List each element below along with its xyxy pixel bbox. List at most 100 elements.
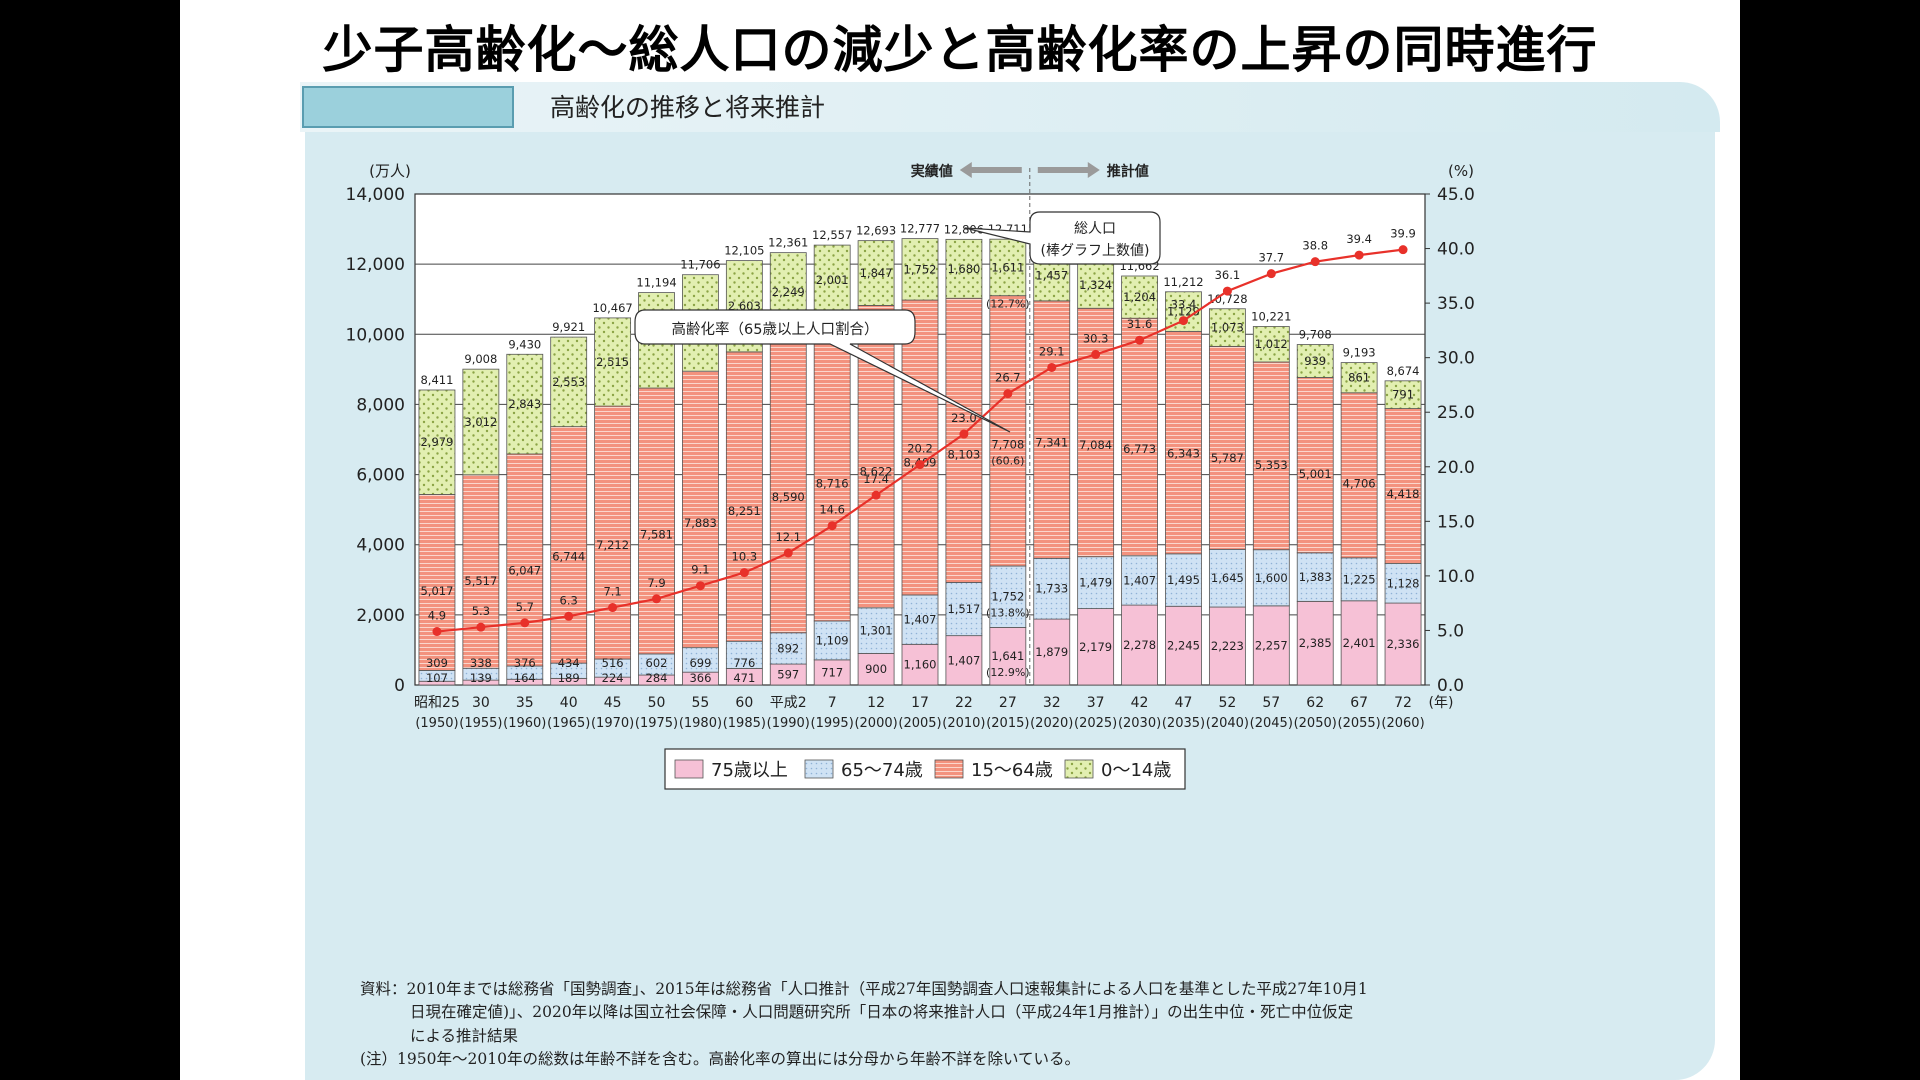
legend-swatch bbox=[1064, 759, 1094, 779]
total-label: 10,467 bbox=[592, 301, 632, 315]
x-tick-label: 67 bbox=[1350, 695, 1368, 711]
aging-rate-point bbox=[871, 490, 881, 500]
bar-segment bbox=[901, 299, 939, 596]
note-line-1: 資料：2010年までは総務省「国勢調査」、2015年は総務省「人口推計（平成27… bbox=[360, 980, 1368, 998]
bar-segment bbox=[857, 240, 895, 306]
bar-segment bbox=[594, 405, 632, 660]
bar-segment bbox=[1208, 606, 1246, 686]
legend-swatch bbox=[934, 759, 964, 779]
x-tick-label: 37 bbox=[1087, 695, 1105, 711]
y-right-unit: (%) bbox=[1448, 162, 1474, 180]
value-label-0-14: 1,012 bbox=[1255, 337, 1288, 351]
value-label-75: 139 bbox=[470, 671, 492, 685]
value-label-15-64: 6,047 bbox=[508, 564, 541, 578]
bar-segment bbox=[594, 317, 632, 407]
bar-segment bbox=[1384, 380, 1422, 409]
x-year-label: (1975) bbox=[635, 716, 678, 731]
value-label-0-14: 2,979 bbox=[420, 435, 453, 449]
x-year-label: (2055) bbox=[1338, 716, 1381, 731]
y-left-tick-label: 12,000 bbox=[346, 255, 405, 275]
bar-segment bbox=[1077, 307, 1115, 558]
value-label-15-64: 4,418 bbox=[1387, 487, 1420, 501]
aging-rate-label: 5.3 bbox=[472, 604, 490, 618]
bar-segment bbox=[638, 387, 675, 655]
value-label-0-14: 1,204 bbox=[1123, 290, 1156, 304]
value-label-15-64: 6,343 bbox=[1167, 447, 1200, 461]
y-right-tick-label: 35.0 bbox=[1437, 294, 1475, 314]
bar-segment bbox=[945, 635, 983, 686]
total-label: 12,557 bbox=[812, 228, 852, 242]
aging-rate-point bbox=[739, 568, 749, 578]
x-tick-label: 72 bbox=[1394, 695, 1412, 711]
bar-segment bbox=[1252, 326, 1290, 363]
value-label-65-74: 1,517 bbox=[947, 602, 980, 616]
aging-rate-point bbox=[1310, 257, 1320, 267]
value-label-65-74: 1,407 bbox=[1123, 573, 1156, 587]
x-year-label: (2000) bbox=[854, 716, 897, 731]
actual-arrow bbox=[959, 162, 1022, 178]
x-tick-label: 55 bbox=[692, 695, 710, 711]
aging-rate-label: 4.9 bbox=[428, 609, 446, 623]
y-left-tick-label: 2,000 bbox=[356, 606, 405, 626]
x-tick-label: 30 bbox=[472, 695, 490, 711]
y-left-unit: (万人) bbox=[369, 162, 411, 180]
value-label-65-74: 516 bbox=[602, 656, 624, 670]
bar-segment bbox=[1033, 618, 1071, 686]
bar-segment bbox=[682, 370, 719, 649]
pct-label-75: (12.9%) bbox=[986, 666, 1030, 679]
pct-label-15-64: (60.6) bbox=[991, 454, 1024, 467]
aging-rate-point bbox=[1003, 389, 1013, 399]
value-label-15-64: 7,341 bbox=[1035, 435, 1068, 449]
bar-segment bbox=[1252, 361, 1290, 551]
aging-rate-point bbox=[783, 548, 793, 558]
value-label-75: 2,223 bbox=[1211, 639, 1244, 653]
value-label-75: 471 bbox=[733, 671, 755, 685]
bar-segment bbox=[945, 297, 983, 583]
aging-rate-point bbox=[432, 627, 442, 637]
bar-segment bbox=[1296, 377, 1334, 554]
bar-segment bbox=[945, 238, 983, 299]
x-year-label: (2020) bbox=[1030, 716, 1073, 731]
y-left-tick-label: 4,000 bbox=[356, 536, 405, 556]
value-label-0-14: 939 bbox=[1304, 354, 1326, 368]
legend-label: 0～14歳 bbox=[1101, 760, 1171, 781]
bar-segment bbox=[506, 353, 544, 455]
x-year-label: (1980) bbox=[679, 716, 722, 731]
x-tick-label: 27 bbox=[999, 695, 1017, 711]
bar-segment bbox=[1208, 345, 1246, 550]
value-label-0-14: 2,843 bbox=[508, 397, 541, 411]
bar-segment bbox=[462, 474, 500, 669]
chart-svg: 0 2,000 4,000 6,000 8,000 10,000 12,000 14,000 0… bbox=[346, 162, 1475, 790]
aging-rate-point bbox=[652, 594, 662, 604]
x-year-label: (1985) bbox=[723, 716, 766, 731]
y-left-tick-label: 10,000 bbox=[346, 325, 405, 345]
x-year-label: (1955) bbox=[459, 716, 502, 731]
bar-segment bbox=[989, 238, 1027, 297]
aging-rate-label: 12.1 bbox=[775, 530, 801, 544]
bar-segment bbox=[1296, 600, 1334, 686]
aging-rate-label: 33.4 bbox=[1171, 298, 1197, 312]
x-tick-label: 45 bbox=[604, 695, 622, 711]
value-label-65-74: 699 bbox=[689, 656, 711, 670]
y-right-tick-label: 25.0 bbox=[1437, 403, 1475, 423]
x-year-label: (2010) bbox=[942, 716, 985, 731]
value-label-65-74: 1,600 bbox=[1255, 571, 1288, 585]
x-tick-label: 40 bbox=[560, 695, 578, 711]
aging-rate-callout bbox=[634, 309, 1011, 433]
value-label-15-64: 5,017 bbox=[420, 584, 453, 598]
main-title: 少子高齢化～総人口の減少と高齢化率の上昇の同時進行 bbox=[322, 21, 1598, 79]
value-label-15-64: 8,716 bbox=[816, 476, 849, 490]
x-year-label: (1970) bbox=[591, 716, 634, 731]
aging-rate-point bbox=[476, 622, 486, 632]
value-label-75: 107 bbox=[426, 671, 448, 685]
x-tick-label: 62 bbox=[1306, 695, 1324, 711]
value-label-75: 164 bbox=[514, 671, 536, 685]
aging-rate-point bbox=[695, 581, 705, 591]
x-year-label: (1960) bbox=[503, 716, 546, 731]
value-label-75: 717 bbox=[821, 665, 843, 679]
aging-rate-point bbox=[1047, 362, 1057, 372]
value-label-75: 2,179 bbox=[1079, 640, 1112, 654]
x-tick-label: 42 bbox=[1131, 695, 1149, 711]
value-label-15-64: 7,883 bbox=[684, 516, 717, 530]
y-right-tick-label: 20.0 bbox=[1437, 458, 1475, 478]
